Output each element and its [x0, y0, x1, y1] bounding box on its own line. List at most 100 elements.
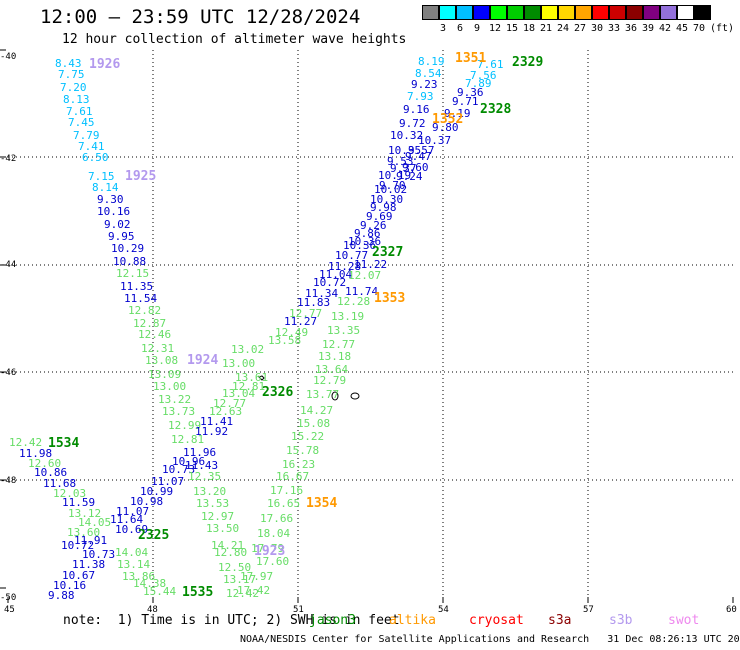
wave-height-label: 9.53 — [387, 156, 414, 167]
frame-ticks — [0, 49, 734, 603]
wave-height-label: 7.93 — [407, 91, 434, 102]
lon-tick-label: 45 — [4, 605, 15, 615]
legend-swatch — [626, 5, 643, 20]
wave-height-label: 17.60 — [256, 556, 290, 567]
wave-height-label: 11.91 — [74, 535, 108, 546]
lat-tick-label: -40 — [0, 52, 17, 62]
wave-height-label: 9.16 — [403, 104, 430, 115]
wave-height-label: 10.16 — [53, 580, 87, 591]
wave-height-label: 12.49 — [275, 327, 309, 338]
wave-height-label: 12.87 — [133, 318, 167, 329]
wave-height-label: 13.73 — [162, 406, 196, 417]
wave-height-label: 12.50 — [218, 562, 252, 573]
pass-time-label: 1923 — [254, 544, 286, 559]
wave-height-label: 14.27 — [300, 405, 334, 416]
legend-label: 42 — [659, 23, 672, 34]
wave-height-label: 17.79 — [251, 543, 285, 554]
wave-height-label: 7.89 — [465, 78, 492, 89]
wave-height-label: 10.88 — [113, 256, 147, 267]
wave-height-label: 9.70 — [379, 180, 406, 191]
wave-height-label: 7.41 — [78, 141, 105, 152]
wave-height-label: 13.12 — [68, 508, 102, 519]
legend-label: 33 — [608, 23, 621, 34]
satellite-key-item: s3a — [548, 613, 572, 628]
wave-height-label: 10.86 — [34, 467, 68, 478]
wave-height-label: 7.45 — [68, 117, 95, 128]
wave-height-label: 10.29 — [111, 243, 145, 254]
wave-height-label: 16.67 — [276, 471, 310, 482]
wave-height-label: 13.00 — [153, 381, 187, 392]
legend-swatch — [490, 5, 507, 20]
legend-label: 15 — [506, 23, 519, 34]
legend-label: 30 — [591, 23, 604, 34]
wave-height-label: 11.59 — [62, 497, 96, 508]
wave-height-label: 10.99 — [140, 486, 174, 497]
wave-height-label: 11.07 — [116, 506, 150, 517]
wave-height-label: 15.78 — [286, 445, 320, 456]
wave-height-label: 13.09 — [148, 369, 182, 380]
pass-time-label: 2329 — [512, 55, 544, 70]
wave-height-label: 14.21 — [211, 540, 245, 551]
wave-height-label: 9.24 — [396, 171, 423, 182]
wave-height-label: 16.23 — [282, 459, 316, 470]
wave-height-label: 15.22 — [291, 431, 325, 442]
wave-height-label: 12.60 — [28, 458, 62, 469]
legend-swatch — [643, 5, 660, 20]
pass-time-label: 1354 — [306, 496, 338, 511]
wave-height-label: 7.15 — [88, 171, 115, 182]
wave-height-label: 10.32 — [390, 130, 424, 141]
wave-height-label: 11.22 — [354, 259, 388, 270]
wave-height-label: 9.37 — [390, 163, 417, 174]
wave-height-label: 12.99 — [168, 420, 202, 431]
lon-tick-label: 60 — [726, 605, 737, 615]
wave-height-label: 18.04 — [257, 528, 291, 539]
legend-label: 6 — [457, 23, 464, 34]
legend-swatch — [592, 5, 609, 20]
lon-tick-label: 51 — [293, 605, 304, 615]
legend-swatch — [456, 5, 473, 20]
wave-height-label: 17.16 — [270, 485, 304, 496]
legend-label: 39 — [642, 23, 655, 34]
lat-tick-label: -42 — [0, 154, 17, 164]
wave-height-label: 11.43 — [185, 460, 219, 471]
wave-height-label: 8.43 — [55, 58, 82, 69]
wave-height-label: 9.02 — [104, 219, 131, 230]
island-outline — [258, 375, 265, 381]
wave-height-label: 10.72 — [61, 540, 95, 551]
wave-height-label: 10.77 — [335, 250, 369, 261]
wave-height-label: 11.74 — [345, 286, 379, 297]
wave-height-label: 7.61 — [66, 106, 93, 117]
satellite-key-item: jason3 — [309, 613, 356, 628]
wave-height-label: 10.72 — [313, 277, 347, 288]
legend-label: 70 — [693, 23, 706, 34]
wave-height-label: 11.35 — [120, 281, 154, 292]
wave-height-label: 17.42 — [237, 585, 271, 596]
wave-height-label: 14.05 — [78, 517, 112, 528]
wave-height-label: 11.28 — [328, 261, 362, 272]
wave-height-label: 12.79 — [313, 375, 347, 386]
legend-swatch — [541, 5, 558, 20]
wave-height-label: 10.67 — [62, 570, 96, 581]
wave-height-label: 9.98 — [370, 202, 397, 213]
wave-height-label: 13.08 — [145, 355, 179, 366]
lat-tick-label: -50 — [0, 593, 17, 603]
wave-height-label: 13.58 — [268, 335, 302, 346]
satellite-key-item: cryosat — [469, 613, 524, 628]
wave-height-label: 10.02 — [374, 184, 408, 195]
island-marks — [258, 375, 360, 401]
wave-height-label: 7.20 — [60, 82, 87, 93]
legend-swatch — [439, 5, 456, 20]
wave-height-label: 9.26 — [360, 220, 387, 231]
wave-height-label: 12.97 — [201, 511, 235, 522]
wave-height-label: 13.22 — [158, 394, 192, 405]
wave-height-label: 13.02 — [231, 344, 265, 355]
wave-height-label: 13.00 — [222, 358, 256, 369]
wave-height-label: 10.73 — [82, 549, 116, 560]
legend-swatch — [694, 5, 711, 20]
wave-height-label: 11.27 — [284, 316, 318, 327]
wave-height-label: 13.04 — [222, 388, 256, 399]
wave-height-label: 14.38 — [133, 578, 167, 589]
wave-height-label: 9.88 — [48, 590, 75, 601]
legend-label: 21 — [540, 23, 553, 34]
